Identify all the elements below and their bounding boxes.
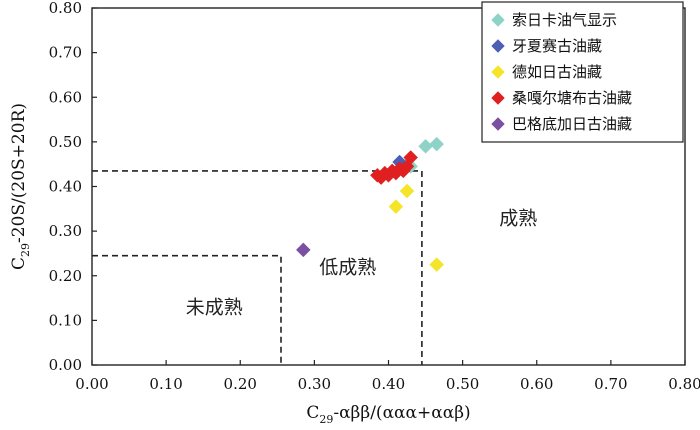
legend-marker-5 (491, 117, 505, 131)
x-axis-title: C29-αββ/(ααα+ααβ) (306, 403, 470, 426)
data-point-series-4 (403, 150, 419, 165)
data-point-series-1 (418, 138, 433, 154)
data-point-series-3 (399, 183, 415, 199)
y-tick-label: 0.10 (49, 311, 82, 329)
x-tick-label: 0.50 (446, 375, 479, 393)
x-tick-label: 0.10 (149, 375, 182, 393)
legend-label-1: 索日卡油气显示 (512, 11, 617, 29)
zone-label-3: 成熟 (499, 207, 537, 229)
maturity-zone-boundaries (92, 170, 423, 365)
x-tick-label: 0.70 (594, 375, 627, 393)
zone-label-1: 未成熟 (186, 297, 243, 319)
legend-label-2: 牙夏赛古油藏 (512, 37, 602, 55)
data-points (295, 136, 445, 272)
y-tick-label: 0.70 (49, 44, 82, 62)
x-tick-label: 0.30 (298, 375, 331, 393)
y-tick-label: 0.80 (49, 0, 82, 17)
data-point-series-4 (388, 165, 404, 181)
legend-marker-1 (491, 13, 505, 27)
y-tick-label: 0.30 (49, 222, 82, 240)
axis-ticks: 0.00 0.10 0.20 0.30 0.40 0.50 0.60 0.70 0.80 0.00… (49, 0, 700, 393)
axis-titles: C29-αββ/(ααα+ααβ) C29-20S/(20S+20R) (9, 103, 471, 426)
x-tick-label: 0.40 (372, 375, 405, 393)
y-tick-label: 0.00 (49, 356, 82, 374)
data-point-series-1 (429, 136, 445, 152)
y-axis-title: C29-20S/(20S+20R) (9, 103, 32, 270)
data-point-series-3 (388, 199, 404, 214)
x-tick-label: 0.00 (75, 375, 108, 393)
zone-boundary-1 (92, 254, 282, 365)
maturity-zone-labels: 未成熟 低成熟 成熟 (186, 207, 537, 318)
x-tick-label: 0.80 (668, 375, 700, 393)
legend-marker-2 (491, 39, 505, 53)
zone-label-2: 低成熟 (319, 257, 376, 279)
legend-label-5: 巴格底加日古油藏 (512, 115, 632, 133)
x-tick-label: 0.60 (520, 375, 553, 393)
x-tick-label: 0.20 (224, 375, 257, 393)
legend-label-3: 德如日古油藏 (512, 63, 602, 81)
legend-box (481, 1, 684, 143)
data-point-series-5 (295, 242, 311, 258)
y-tick-label: 0.40 (49, 178, 82, 196)
y-tick-label: 0.50 (49, 133, 82, 151)
data-point-series-3 (429, 257, 445, 272)
y-tick-label: 0.60 (49, 88, 82, 106)
legend-marker-4 (491, 91, 505, 105)
y-tick-label: 0.20 (49, 267, 82, 285)
legend-label-4: 桑嘎尔塘布古油藏 (512, 89, 632, 107)
legend-marker-3 (491, 65, 505, 79)
